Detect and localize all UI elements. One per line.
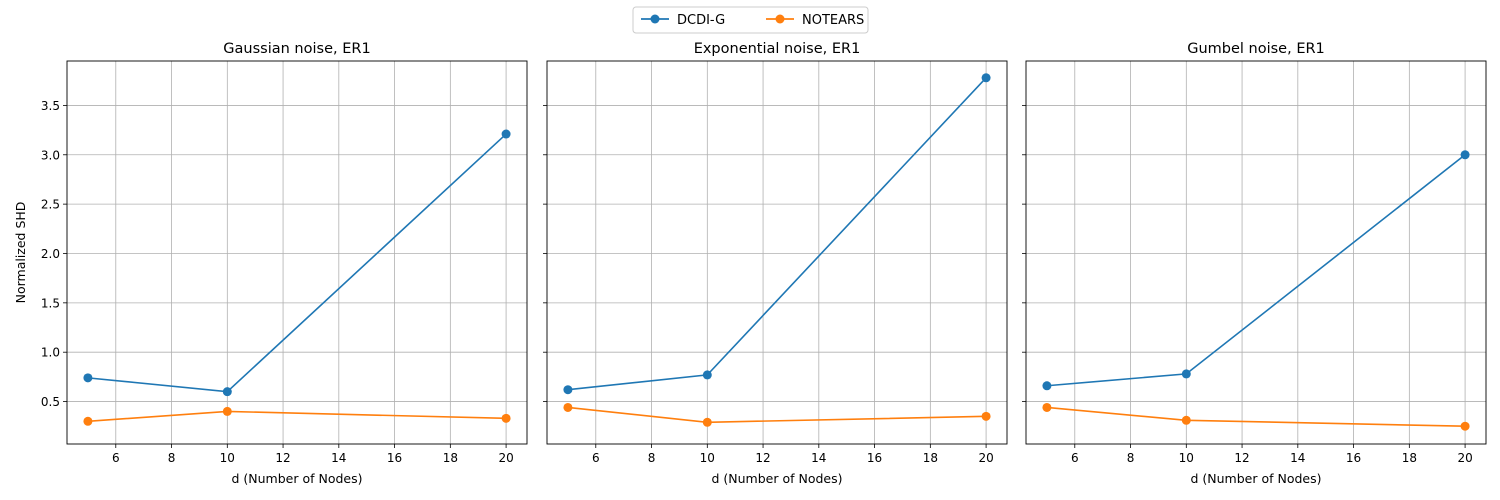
x-tick-label: 12 [275,451,290,465]
panel-title: Gumbel noise, ER1 [1187,41,1325,57]
data-point-dcdi-g [222,387,232,397]
x-tick-label: 6 [1071,451,1079,465]
data-point-dcdi-g [981,73,991,83]
data-point-dcdi-g [1042,381,1052,391]
legend-marker-dcdi [650,14,660,24]
axes-frame [1025,60,1487,445]
data-point-notears [702,417,712,427]
data-point-dcdi-g [501,129,511,139]
axes-frame [66,60,528,445]
x-tick-label: 16 [387,451,402,465]
y-axis-label: Normalized SHD [13,202,28,304]
panels-layer: 6 8 10 12 14 16 18 20 0.5 1.0 1.5 2.0 2.5 3.0 3.5 Gauss… [13,41,1487,486]
x-axis-label: d (Number of Nodes) [231,471,362,486]
y-tick-label: 2.0 [41,247,60,261]
data-point-dcdi-g [1181,369,1191,379]
x-tick-label: 18 [923,451,938,465]
plot-area [67,61,527,444]
x-tick-label: 6 [112,451,120,465]
x-tick-label: 16 [867,451,882,465]
data-point-dcdi-g [1460,150,1470,160]
x-tick-label: 18 [443,451,458,465]
x-tick-label: 10 [1179,451,1194,465]
x-tick-label: 18 [1402,451,1417,465]
x-axis-label: d (Number of Nodes) [1190,471,1321,486]
legend-marker-notears [775,14,785,24]
y-tick-label: 0.5 [41,395,60,409]
panel-1: 6 8 10 12 14 16 18 20 0.5 1.0 1.5 2.0 2.5 3.0 3.5 Gauss… [13,41,528,486]
x-tick-label: 8 [648,451,656,465]
x-tick-label: 16 [1346,451,1361,465]
data-point-dcdi-g [702,370,712,380]
data-point-notears [222,406,232,416]
panel-title: Gaussian noise, ER1 [223,41,370,57]
panel-title: Exponential noise, ER1 [694,41,861,57]
plot-area [1026,61,1486,444]
x-tick-label: 14 [811,451,826,465]
legend-label-notears: NOTEARS [802,13,864,28]
legend-label-dcdi: DCDI-G [677,13,725,28]
x-tick-label: 8 [1127,451,1135,465]
x-tick-label: 20 [1457,451,1472,465]
x-tick-label: 6 [592,451,600,465]
axes-frame [546,60,1008,445]
x-tick-label: 20 [978,451,993,465]
legend: DCDI-G NOTEARS [632,6,869,34]
data-point-notears [83,416,93,426]
x-axis-label: d (Number of Nodes) [711,471,842,486]
data-point-notears [1042,402,1052,412]
panel-2: 6 8 10 12 14 16 18 20 Exponential noise, ER1 d (N… [543,41,1008,486]
y-tick-label: 1.5 [41,296,60,310]
legend-frame [632,6,869,34]
data-point-dcdi-g [83,373,93,383]
plot-area [547,61,1007,444]
x-tick-label: 12 [755,451,770,465]
x-tick-label: 14 [1290,451,1305,465]
x-tick-label: 14 [331,451,346,465]
data-point-notears [981,411,991,421]
x-tick-label: 20 [498,451,513,465]
y-tick-label: 3.0 [41,148,60,162]
x-tick-label: 8 [168,451,176,465]
panel-3: 6 8 10 12 14 16 18 20 Gumbel noise, ER1 d (Number… [1022,41,1487,486]
data-point-notears [1181,415,1191,425]
x-tick-label: 10 [700,451,715,465]
y-tick-label: 2.5 [41,198,60,212]
data-point-notears [501,413,511,423]
y-tick-label: 1.0 [41,346,60,360]
y-tick-label: 3.5 [41,99,60,113]
data-point-notears [563,402,573,412]
data-point-dcdi-g [563,385,573,395]
data-point-notears [1460,421,1470,431]
x-tick-label: 10 [220,451,235,465]
x-tick-label: 12 [1234,451,1249,465]
